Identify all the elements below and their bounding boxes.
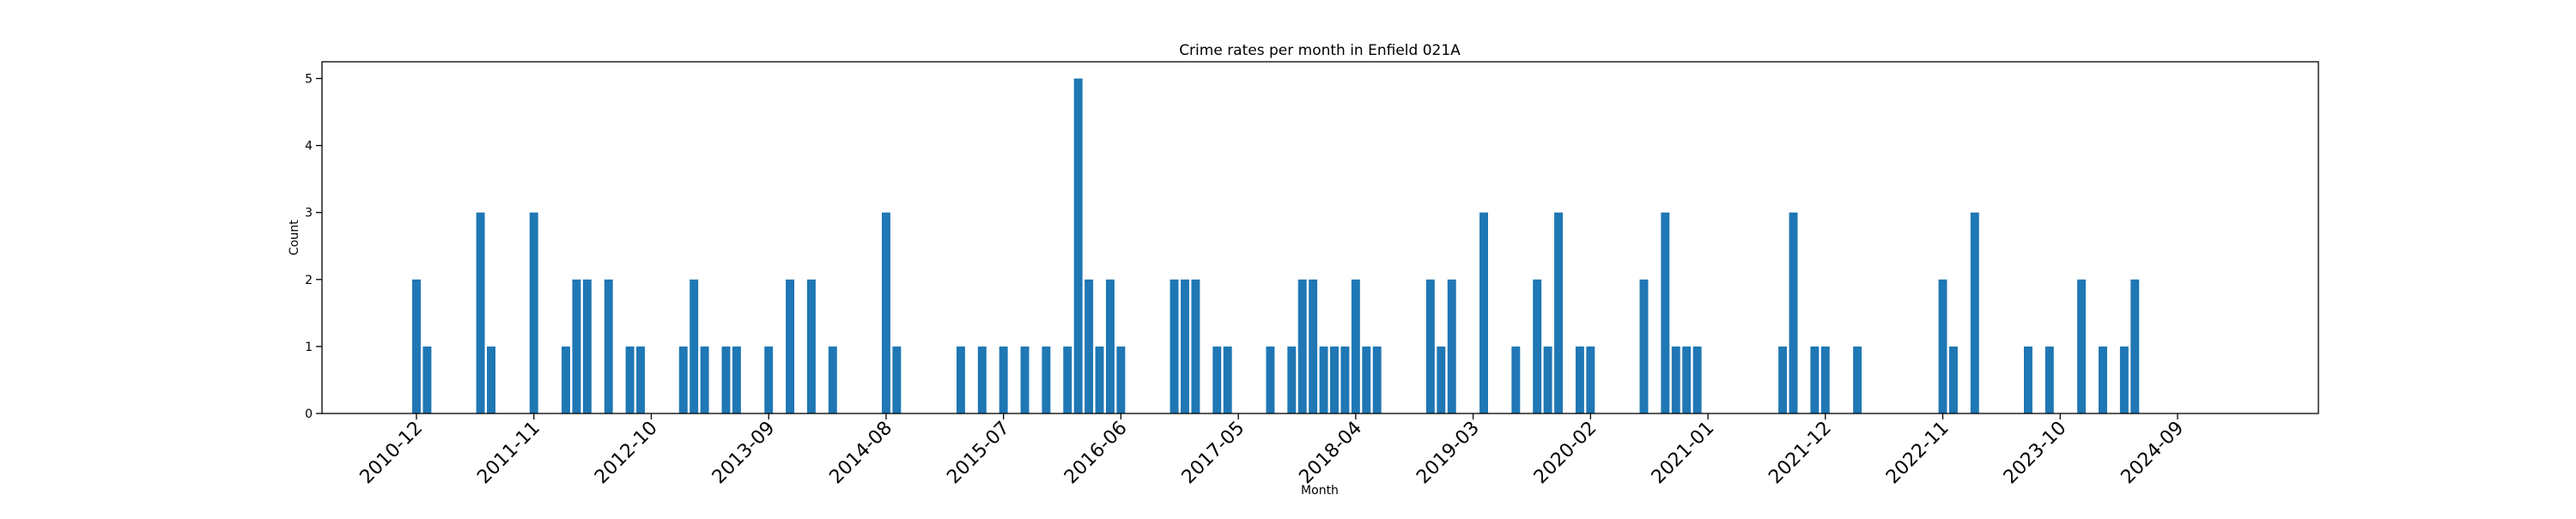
y-tick-label: 5 xyxy=(305,73,313,87)
bar-2017-04 xyxy=(1223,346,1232,413)
bar-2018-05 xyxy=(1362,346,1371,413)
bar-2019-04 xyxy=(1479,212,1488,413)
bar-2024-04 xyxy=(2119,346,2129,413)
bar-2019-01 xyxy=(1447,279,1456,413)
bar-2013-06 xyxy=(732,346,741,413)
bar-2012-09 xyxy=(636,346,645,413)
bar-2019-11 xyxy=(1554,212,1564,413)
bar-2021-12 xyxy=(1820,346,1830,413)
y-tick-label: 3 xyxy=(305,207,313,220)
bar-2014-01 xyxy=(806,279,816,413)
bar-2013-05 xyxy=(721,346,731,413)
bar-2020-12 xyxy=(1692,346,1702,413)
bar-2017-11 xyxy=(1297,279,1307,413)
bar-2023-12 xyxy=(2077,279,2087,413)
y-tick-label: 1 xyxy=(305,341,313,354)
y-axis-ticks: 0 1 2 3 4 5 xyxy=(305,73,322,421)
bar-2019-09 xyxy=(1533,279,1542,413)
bar-2013-11 xyxy=(786,279,795,413)
bar-2013-03 xyxy=(700,346,709,413)
bar-2011-06 xyxy=(476,212,485,413)
bar-2011-07 xyxy=(487,346,495,413)
bar-2013-02 xyxy=(690,279,699,413)
bar-2021-11 xyxy=(1810,346,1820,413)
plot-area-frame xyxy=(321,61,2319,414)
bar-2018-12 xyxy=(1437,346,1446,413)
bar-2022-11 xyxy=(1938,279,1947,413)
bar-2010-12 xyxy=(412,279,421,413)
bar-2012-04 xyxy=(582,279,592,413)
bar-2015-09 xyxy=(1020,346,1030,413)
bar-2020-09 xyxy=(1661,212,1670,413)
bar-2017-03 xyxy=(1212,346,1222,413)
bar-2017-01 xyxy=(1191,279,1200,413)
bar-2013-09 xyxy=(764,346,774,413)
bar-2017-12 xyxy=(1309,279,1318,413)
bar-2016-03 xyxy=(1084,279,1094,413)
bar-2015-05 xyxy=(977,346,987,413)
bar-2018-11 xyxy=(1425,279,1435,413)
bar-2014-03 xyxy=(828,346,837,413)
bar-2016-11 xyxy=(1170,279,1179,413)
bar-2020-11 xyxy=(1682,346,1692,413)
bar-2023-02 xyxy=(1970,212,1979,413)
bar-2015-11 xyxy=(1042,346,1051,413)
bar-2022-12 xyxy=(1948,346,1958,413)
bar-2023-09 xyxy=(2044,346,2054,413)
bar-2018-02 xyxy=(1330,346,1339,413)
bar-2021-08 xyxy=(1778,346,1788,413)
x-axis-label: Month xyxy=(1301,484,1339,498)
bar-2012-06 xyxy=(604,279,613,413)
chart-title: Crime rates per month in Enfield 021A xyxy=(1179,42,1461,59)
bar-2011-11 xyxy=(529,212,538,413)
bar-2020-01 xyxy=(1575,346,1584,413)
y-tick-label: 0 xyxy=(305,407,313,421)
bars-layer xyxy=(412,78,2140,414)
bar-2018-03 xyxy=(1340,346,1350,413)
bar-2018-01 xyxy=(1319,346,1328,413)
bar-2024-02 xyxy=(2099,346,2107,413)
bar-2018-06 xyxy=(1372,346,1382,413)
bar-2018-04 xyxy=(1351,279,1360,413)
y-tick-label: 4 xyxy=(305,140,313,154)
bar-2016-01 xyxy=(1063,346,1072,413)
bar-2021-09 xyxy=(1789,212,1798,413)
bar-2012-02 xyxy=(562,346,570,413)
bar-2015-03 xyxy=(956,346,965,413)
bar-2012-08 xyxy=(625,346,635,413)
y-axis-label: Count xyxy=(288,220,301,256)
bar-2020-07 xyxy=(1639,279,1649,413)
bar-2016-06 xyxy=(1116,346,1126,413)
bar-2016-05 xyxy=(1106,279,1115,413)
bar-2016-04 xyxy=(1095,346,1104,413)
bar-2017-10 xyxy=(1287,346,1297,413)
y-tick-label: 2 xyxy=(305,274,313,287)
bar-2011-01 xyxy=(422,346,432,413)
bar-2016-12 xyxy=(1181,279,1189,413)
bar-2019-07 xyxy=(1511,346,1521,413)
bar-2022-03 xyxy=(1853,346,1862,413)
bar-2012-03 xyxy=(572,279,581,413)
bar-2013-01 xyxy=(678,346,688,413)
bar-2014-08 xyxy=(881,212,890,413)
bar-2024-05 xyxy=(2130,279,2140,413)
bar-2020-10 xyxy=(1671,346,1680,413)
bar-2014-09 xyxy=(892,346,902,413)
bar-2020-02 xyxy=(1586,346,1595,413)
bar-2015-07 xyxy=(999,346,1008,413)
bar-2016-02 xyxy=(1073,78,1083,414)
bar-2017-08 xyxy=(1266,346,1275,413)
bar-2019-10 xyxy=(1543,346,1552,413)
bar-2023-07 xyxy=(2024,346,2032,413)
